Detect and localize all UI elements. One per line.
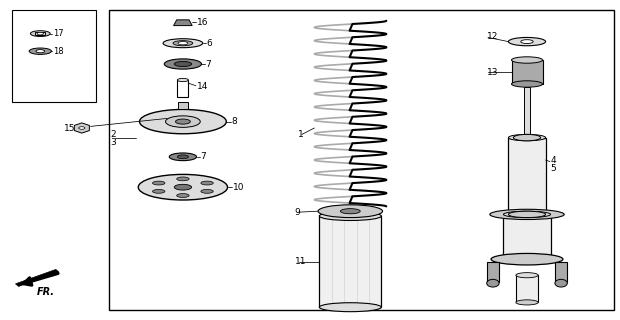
- Ellipse shape: [166, 116, 200, 127]
- Ellipse shape: [319, 212, 381, 220]
- Text: 16: 16: [197, 18, 208, 27]
- Ellipse shape: [36, 50, 45, 53]
- Text: 6: 6: [206, 39, 212, 48]
- Ellipse shape: [319, 303, 381, 312]
- Ellipse shape: [201, 189, 213, 193]
- Ellipse shape: [503, 256, 551, 262]
- Text: 5: 5: [551, 164, 556, 172]
- Ellipse shape: [37, 32, 43, 35]
- Ellipse shape: [513, 134, 541, 141]
- Ellipse shape: [487, 279, 499, 287]
- Text: 15: 15: [64, 124, 76, 132]
- Text: 17: 17: [53, 29, 63, 38]
- Text: 12: 12: [487, 32, 498, 41]
- Bar: [319, 216, 381, 307]
- Bar: [508, 138, 546, 214]
- Ellipse shape: [521, 40, 533, 44]
- Ellipse shape: [516, 300, 538, 305]
- Text: 7: 7: [200, 152, 206, 161]
- Ellipse shape: [512, 57, 542, 63]
- Ellipse shape: [178, 42, 188, 45]
- Text: 13: 13: [487, 68, 498, 76]
- Bar: [178, 102, 188, 109]
- Ellipse shape: [508, 37, 546, 46]
- Ellipse shape: [153, 181, 165, 185]
- Ellipse shape: [173, 41, 193, 46]
- Ellipse shape: [508, 134, 546, 141]
- Text: 4: 4: [551, 156, 556, 164]
- Bar: [555, 262, 567, 282]
- Text: 8: 8: [231, 117, 237, 126]
- Ellipse shape: [490, 209, 564, 220]
- Ellipse shape: [177, 78, 188, 82]
- Ellipse shape: [164, 59, 202, 69]
- Ellipse shape: [174, 184, 192, 190]
- Ellipse shape: [555, 279, 567, 287]
- Text: FR.: FR.: [37, 287, 55, 297]
- Bar: [177, 80, 188, 97]
- Bar: [487, 262, 499, 282]
- Polygon shape: [16, 269, 59, 286]
- Ellipse shape: [177, 155, 188, 159]
- Ellipse shape: [508, 211, 546, 218]
- Ellipse shape: [177, 194, 189, 197]
- Text: 3: 3: [110, 138, 116, 147]
- Ellipse shape: [140, 109, 226, 134]
- Text: 7: 7: [205, 60, 211, 68]
- Text: 11: 11: [294, 257, 306, 266]
- Bar: [512, 60, 542, 84]
- Ellipse shape: [163, 39, 203, 48]
- Ellipse shape: [174, 61, 192, 67]
- Bar: [524, 87, 530, 139]
- Text: 1: 1: [298, 130, 303, 139]
- Bar: [35, 32, 45, 35]
- Bar: [503, 214, 551, 259]
- Polygon shape: [174, 20, 192, 26]
- Bar: [516, 275, 538, 302]
- Ellipse shape: [177, 177, 189, 181]
- Text: 18: 18: [53, 47, 63, 56]
- Ellipse shape: [512, 81, 542, 87]
- Ellipse shape: [175, 119, 190, 124]
- Text: 9: 9: [294, 208, 300, 217]
- Bar: [108, 10, 614, 310]
- Ellipse shape: [318, 205, 383, 218]
- Ellipse shape: [138, 174, 228, 200]
- Ellipse shape: [516, 273, 538, 278]
- Bar: [12, 10, 96, 102]
- Ellipse shape: [201, 181, 213, 185]
- Text: 2: 2: [110, 130, 116, 139]
- Text: 14: 14: [197, 82, 208, 91]
- Ellipse shape: [29, 48, 51, 54]
- Ellipse shape: [79, 127, 85, 129]
- Ellipse shape: [153, 189, 165, 193]
- Text: 10: 10: [232, 183, 244, 192]
- Ellipse shape: [503, 211, 551, 218]
- Ellipse shape: [169, 153, 197, 161]
- Polygon shape: [74, 123, 89, 133]
- Ellipse shape: [491, 253, 563, 265]
- Ellipse shape: [340, 209, 360, 214]
- Ellipse shape: [30, 31, 50, 36]
